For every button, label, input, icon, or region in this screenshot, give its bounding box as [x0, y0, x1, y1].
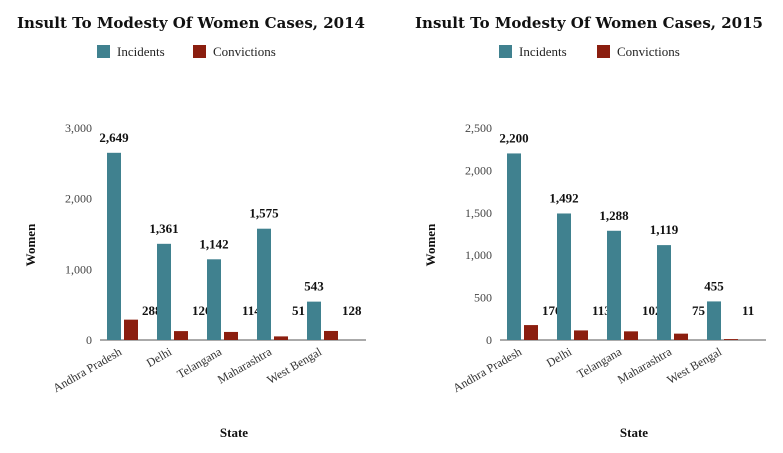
bar-convictions — [624, 331, 638, 340]
y-tick-label: 0 — [486, 333, 492, 347]
x-tick-label: Delhi — [544, 344, 575, 370]
legend-label-incidents: Incidents — [117, 44, 165, 59]
y-tick-label: 3,000 — [65, 121, 92, 135]
y-tick-label: 2,000 — [65, 192, 92, 206]
bar-incidents — [157, 243, 171, 340]
y-axis-title: Women — [23, 223, 38, 266]
chart-2014: Insult To Modesty Of Women Cases, 2014 I… — [17, 14, 366, 440]
data-label-incidents: 1,575 — [249, 206, 279, 221]
y-tick-label: 500 — [474, 291, 492, 305]
bar-incidents — [107, 152, 121, 340]
legend-label-incidents: Incidents — [519, 44, 567, 59]
bar-incidents — [607, 230, 621, 340]
bar-convictions — [674, 333, 688, 340]
data-label-incidents: 1,361 — [149, 221, 178, 236]
data-label-incidents: 1,288 — [599, 208, 629, 223]
data-label-convictions: 114 — [242, 303, 261, 318]
x-tick-label: Delhi — [144, 344, 175, 370]
y-tick-label: 1,000 — [465, 248, 492, 262]
bar-convictions — [124, 319, 138, 340]
bar-incidents — [257, 228, 271, 340]
x-tick-label: Andhra Pradesh — [50, 344, 124, 395]
legend-swatch-convictions — [597, 45, 610, 58]
bar-incidents — [557, 213, 571, 340]
bar-incidents — [657, 245, 671, 340]
y-tick-label: 1,000 — [65, 262, 92, 276]
data-label-incidents: 2,649 — [99, 130, 129, 145]
bar-incidents — [207, 259, 221, 340]
data-label-convictions: 113 — [592, 303, 611, 318]
y-tick-label: 2,000 — [465, 163, 492, 177]
legend-swatch-convictions — [193, 45, 206, 58]
legend-swatch-incidents — [97, 45, 110, 58]
bar-convictions — [724, 339, 738, 340]
data-label-convictions: 75 — [692, 303, 706, 318]
x-axis-title: State — [220, 425, 248, 440]
data-label-incidents: 1,142 — [199, 236, 228, 251]
legend-label-convictions: Convictions — [617, 44, 680, 59]
bar-convictions — [324, 330, 338, 340]
data-label-convictions: 51 — [292, 303, 305, 318]
bar-incidents — [707, 301, 721, 340]
data-label-incidents: 1,492 — [549, 190, 578, 205]
data-label-incidents: 455 — [704, 278, 724, 293]
bar-convictions — [574, 330, 588, 340]
bar-incidents — [307, 301, 321, 340]
x-tick-label: West Bengal — [664, 344, 724, 387]
data-label-incidents: 2,200 — [499, 130, 528, 145]
y-tick-label: 0 — [86, 333, 92, 347]
x-tick-label: Maharashtra — [215, 344, 275, 386]
bar-convictions — [274, 336, 288, 340]
x-tick-label: West Bengal — [264, 344, 324, 387]
y-tick-label: 1,500 — [465, 206, 492, 220]
bar-convictions — [224, 331, 238, 340]
chart-title: Insult To Modesty Of Women Cases, 2015 — [415, 14, 763, 32]
data-label-convictions: 11 — [742, 303, 754, 318]
bar-incidents — [507, 153, 521, 340]
bar-convictions — [524, 325, 538, 340]
bar-convictions — [174, 331, 188, 340]
y-tick-label: 2,500 — [465, 121, 492, 135]
x-axis-title: State — [620, 425, 648, 440]
data-label-convictions: 102 — [642, 303, 662, 318]
chart-2015: Insult To Modesty Of Women Cases, 2015 I… — [415, 14, 766, 440]
legend-swatch-incidents — [499, 45, 512, 58]
data-label-incidents: 543 — [304, 279, 324, 294]
data-label-convictions: 128 — [342, 303, 362, 318]
legend-label-convictions: Convictions — [213, 44, 276, 59]
x-tick-label: Maharashtra — [615, 344, 675, 386]
y-axis-title: Women — [423, 223, 438, 266]
x-tick-label: Andhra Pradesh — [450, 344, 524, 395]
chart-title: Insult To Modesty Of Women Cases, 2014 — [17, 14, 365, 32]
data-label-incidents: 1,119 — [650, 222, 679, 237]
